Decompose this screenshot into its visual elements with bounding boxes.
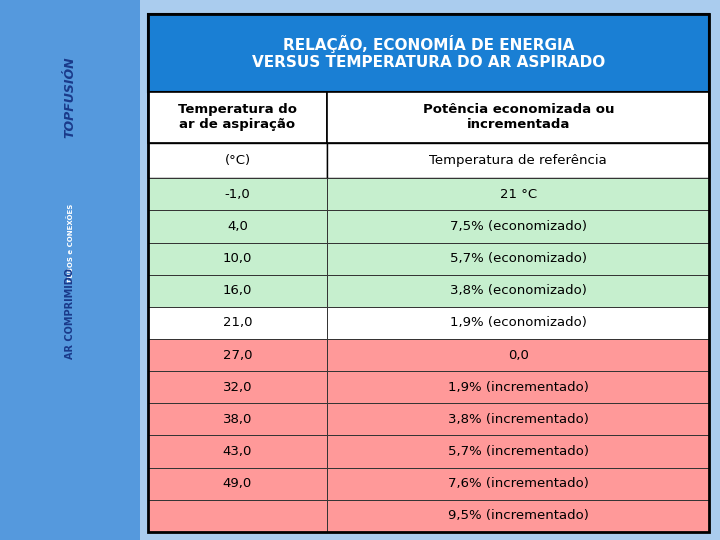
Text: (°C): (°C) bbox=[225, 154, 251, 167]
Bar bbox=[148, 371, 328, 403]
Bar bbox=[148, 211, 328, 242]
Bar bbox=[328, 143, 709, 178]
Text: 21 °C: 21 °C bbox=[500, 188, 537, 201]
Text: 21,0: 21,0 bbox=[222, 316, 252, 329]
Bar bbox=[328, 275, 709, 307]
Text: 10,0: 10,0 bbox=[222, 252, 252, 265]
Bar bbox=[148, 14, 709, 532]
Text: 7,6% (incrementado): 7,6% (incrementado) bbox=[448, 477, 589, 490]
Text: 1,9% (incrementado): 1,9% (incrementado) bbox=[448, 381, 589, 394]
Bar bbox=[148, 500, 328, 532]
Bar bbox=[328, 500, 709, 532]
Bar bbox=[148, 178, 328, 211]
Text: TOPFUSIÓN: TOPFUSIÓN bbox=[63, 56, 77, 138]
Text: 5,7% (economizado): 5,7% (economizado) bbox=[450, 252, 587, 265]
Bar bbox=[148, 275, 328, 307]
Bar bbox=[148, 14, 709, 92]
Text: 7,5% (economizado): 7,5% (economizado) bbox=[450, 220, 587, 233]
Bar bbox=[328, 339, 709, 371]
Text: 38,0: 38,0 bbox=[222, 413, 252, 426]
Bar bbox=[328, 371, 709, 403]
Text: 4,0: 4,0 bbox=[227, 220, 248, 233]
Text: 16,0: 16,0 bbox=[222, 284, 252, 297]
Text: 9,5% (incrementado): 9,5% (incrementado) bbox=[448, 509, 589, 522]
Text: TUBOS e CONEXÕES: TUBOS e CONEXÕES bbox=[67, 204, 73, 282]
Text: 32,0: 32,0 bbox=[222, 381, 252, 394]
Bar bbox=[328, 403, 709, 435]
Bar bbox=[148, 403, 328, 435]
Text: AR COMPRIMIDO: AR COMPRIMIDO bbox=[66, 268, 75, 359]
Text: 27,0: 27,0 bbox=[222, 348, 252, 362]
Bar bbox=[148, 242, 328, 275]
Text: Temperatura de referência: Temperatura de referência bbox=[429, 154, 607, 167]
Bar bbox=[328, 178, 709, 211]
Bar bbox=[328, 242, 709, 275]
Bar bbox=[0, 0, 140, 540]
Text: 0,0: 0,0 bbox=[508, 348, 528, 362]
Bar bbox=[148, 339, 328, 371]
Bar bbox=[328, 468, 709, 500]
Text: 3,8% (incrementado): 3,8% (incrementado) bbox=[448, 413, 589, 426]
Text: 5,7% (incrementado): 5,7% (incrementado) bbox=[448, 445, 589, 458]
Text: Potência economizada ou
incrementada: Potência economizada ou incrementada bbox=[423, 104, 614, 131]
Text: 49,0: 49,0 bbox=[222, 477, 252, 490]
Text: Temperatura do
ar de aspiração: Temperatura do ar de aspiração bbox=[178, 104, 297, 131]
Bar bbox=[328, 435, 709, 468]
Bar bbox=[148, 435, 328, 468]
Bar bbox=[148, 468, 328, 500]
Bar bbox=[328, 92, 709, 143]
Bar bbox=[328, 307, 709, 339]
Bar bbox=[148, 307, 328, 339]
Bar bbox=[148, 92, 328, 143]
Text: 43,0: 43,0 bbox=[222, 445, 252, 458]
Text: -1,0: -1,0 bbox=[225, 188, 251, 201]
Text: 3,8% (economizado): 3,8% (economizado) bbox=[450, 284, 587, 297]
Text: 1,9% (economizado): 1,9% (economizado) bbox=[450, 316, 587, 329]
Bar bbox=[148, 143, 328, 178]
Bar bbox=[328, 211, 709, 242]
Text: RELAÇÃO, ECONOMÍA DE ENERGIA
VERSUS TEMPERATURA DO AR ASPIRADO: RELAÇÃO, ECONOMÍA DE ENERGIA VERSUS TEMP… bbox=[252, 35, 605, 70]
